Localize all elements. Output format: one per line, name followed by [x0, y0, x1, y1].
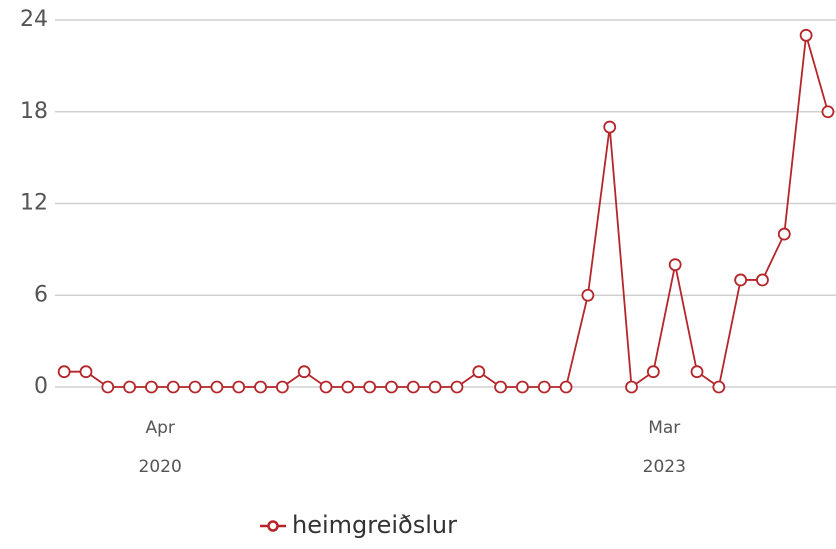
point	[516, 380, 529, 394]
x-tick-label: Mar	[648, 418, 680, 438]
point	[341, 380, 355, 394]
point	[79, 365, 93, 379]
x-tick-year: 2020	[139, 457, 182, 477]
point	[406, 380, 420, 394]
point	[537, 380, 551, 394]
point	[450, 380, 464, 394]
point	[210, 380, 224, 394]
point	[712, 380, 726, 394]
point	[297, 365, 311, 379]
point	[145, 380, 158, 394]
point	[668, 258, 682, 272]
point	[166, 380, 180, 394]
line	[64, 35, 829, 389]
point	[57, 365, 71, 379]
point	[494, 380, 507, 394]
point	[734, 273, 748, 287]
y-tick-label: 0	[34, 374, 48, 399]
point	[254, 380, 267, 394]
point	[646, 365, 660, 379]
point	[799, 28, 813, 42]
point	[428, 380, 442, 394]
point	[625, 380, 638, 394]
legend-marker	[267, 520, 279, 532]
point	[603, 120, 617, 134]
legend-label: heimgreiðslur	[292, 511, 457, 539]
y-tick-label: 6	[34, 282, 48, 307]
point	[777, 227, 791, 241]
point	[319, 380, 333, 394]
point	[821, 105, 835, 119]
point	[363, 380, 377, 394]
point	[101, 380, 115, 394]
point	[385, 380, 398, 394]
point	[690, 365, 704, 379]
y-tick-label: 18	[20, 99, 48, 124]
point	[472, 365, 486, 379]
point	[275, 380, 289, 394]
x-tick-year: 2023	[643, 457, 686, 477]
point	[123, 380, 137, 394]
y-tick-label: 24	[20, 7, 48, 32]
point	[581, 288, 595, 302]
point	[232, 380, 246, 394]
point	[188, 380, 202, 394]
point	[756, 273, 769, 287]
point	[559, 380, 573, 394]
x-tick-label: Apr	[145, 418, 174, 438]
y-tick-label: 12	[20, 191, 48, 216]
